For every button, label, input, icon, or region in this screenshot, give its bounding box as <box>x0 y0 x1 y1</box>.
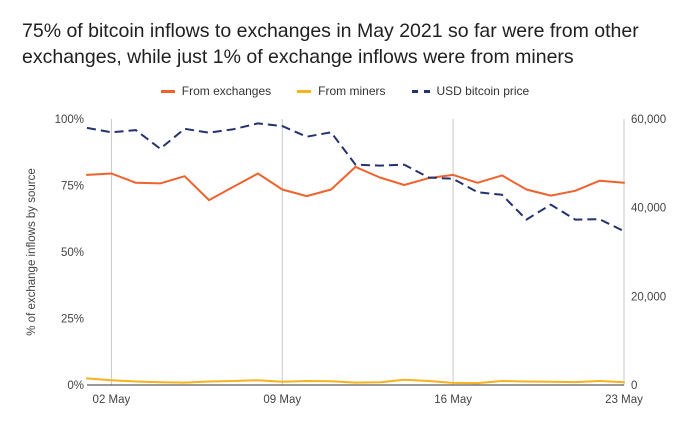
y2-tick-label-0: 0 <box>631 380 637 392</box>
chart-title: 75% of bitcoin inflows to exchanges in M… <box>22 20 639 68</box>
chart-labels: 0% 25% 50% 75% 100% 0 20,000 40,000 60,000 02 May… <box>26 114 666 406</box>
y-tick-label-1: 25% <box>61 314 84 326</box>
x-tick-label-3: 23 May <box>605 394 643 406</box>
legend-item-from-exchanges[interactable]: From exchanges <box>160 83 272 99</box>
y2-tick-label-3: 60,000 <box>631 114 666 126</box>
legend-item-from-miners[interactable]: From miners <box>297 83 386 99</box>
chart-legend: From exchanges From miners USD bitcoin p… <box>0 83 690 99</box>
legend-swatch-from-miners <box>297 89 312 93</box>
y2-tick-label-1: 20,000 <box>631 291 666 303</box>
y2-tick-label-2: 40,000 <box>631 203 666 215</box>
legend-label-from-exchanges: From exchanges <box>181 84 272 98</box>
x-tick-label-0: 02 May <box>93 394 131 406</box>
series-line-from-miners <box>86 377 625 385</box>
series-line-usd-bitcoin-price <box>86 122 625 233</box>
x-tick-label-2: 16 May <box>434 394 472 406</box>
legend-label-from-miners: From miners <box>318 84 386 98</box>
chart-series <box>86 122 625 385</box>
x-tick-label-1: 09 May <box>263 394 301 406</box>
y-tick-label-0: 0% <box>67 380 84 392</box>
y-tick-label-3: 75% <box>61 181 84 193</box>
y-tick-label-4: 100% <box>55 114 84 126</box>
series-line-from-exchanges <box>86 165 625 202</box>
legend-item-usd-bitcoin-price[interactable]: USD bitcoin price <box>411 83 530 99</box>
legend-label-usd-bitcoin-price: USD bitcoin price <box>436 84 530 98</box>
y-tick-label-2: 50% <box>61 247 84 259</box>
legend-swatch-usd-bitcoin-price <box>411 89 430 93</box>
chart-grid <box>110 119 625 385</box>
y-axis-title: % of exchange inflows by source <box>26 168 38 335</box>
legend-swatch-from-exchanges <box>160 89 175 93</box>
